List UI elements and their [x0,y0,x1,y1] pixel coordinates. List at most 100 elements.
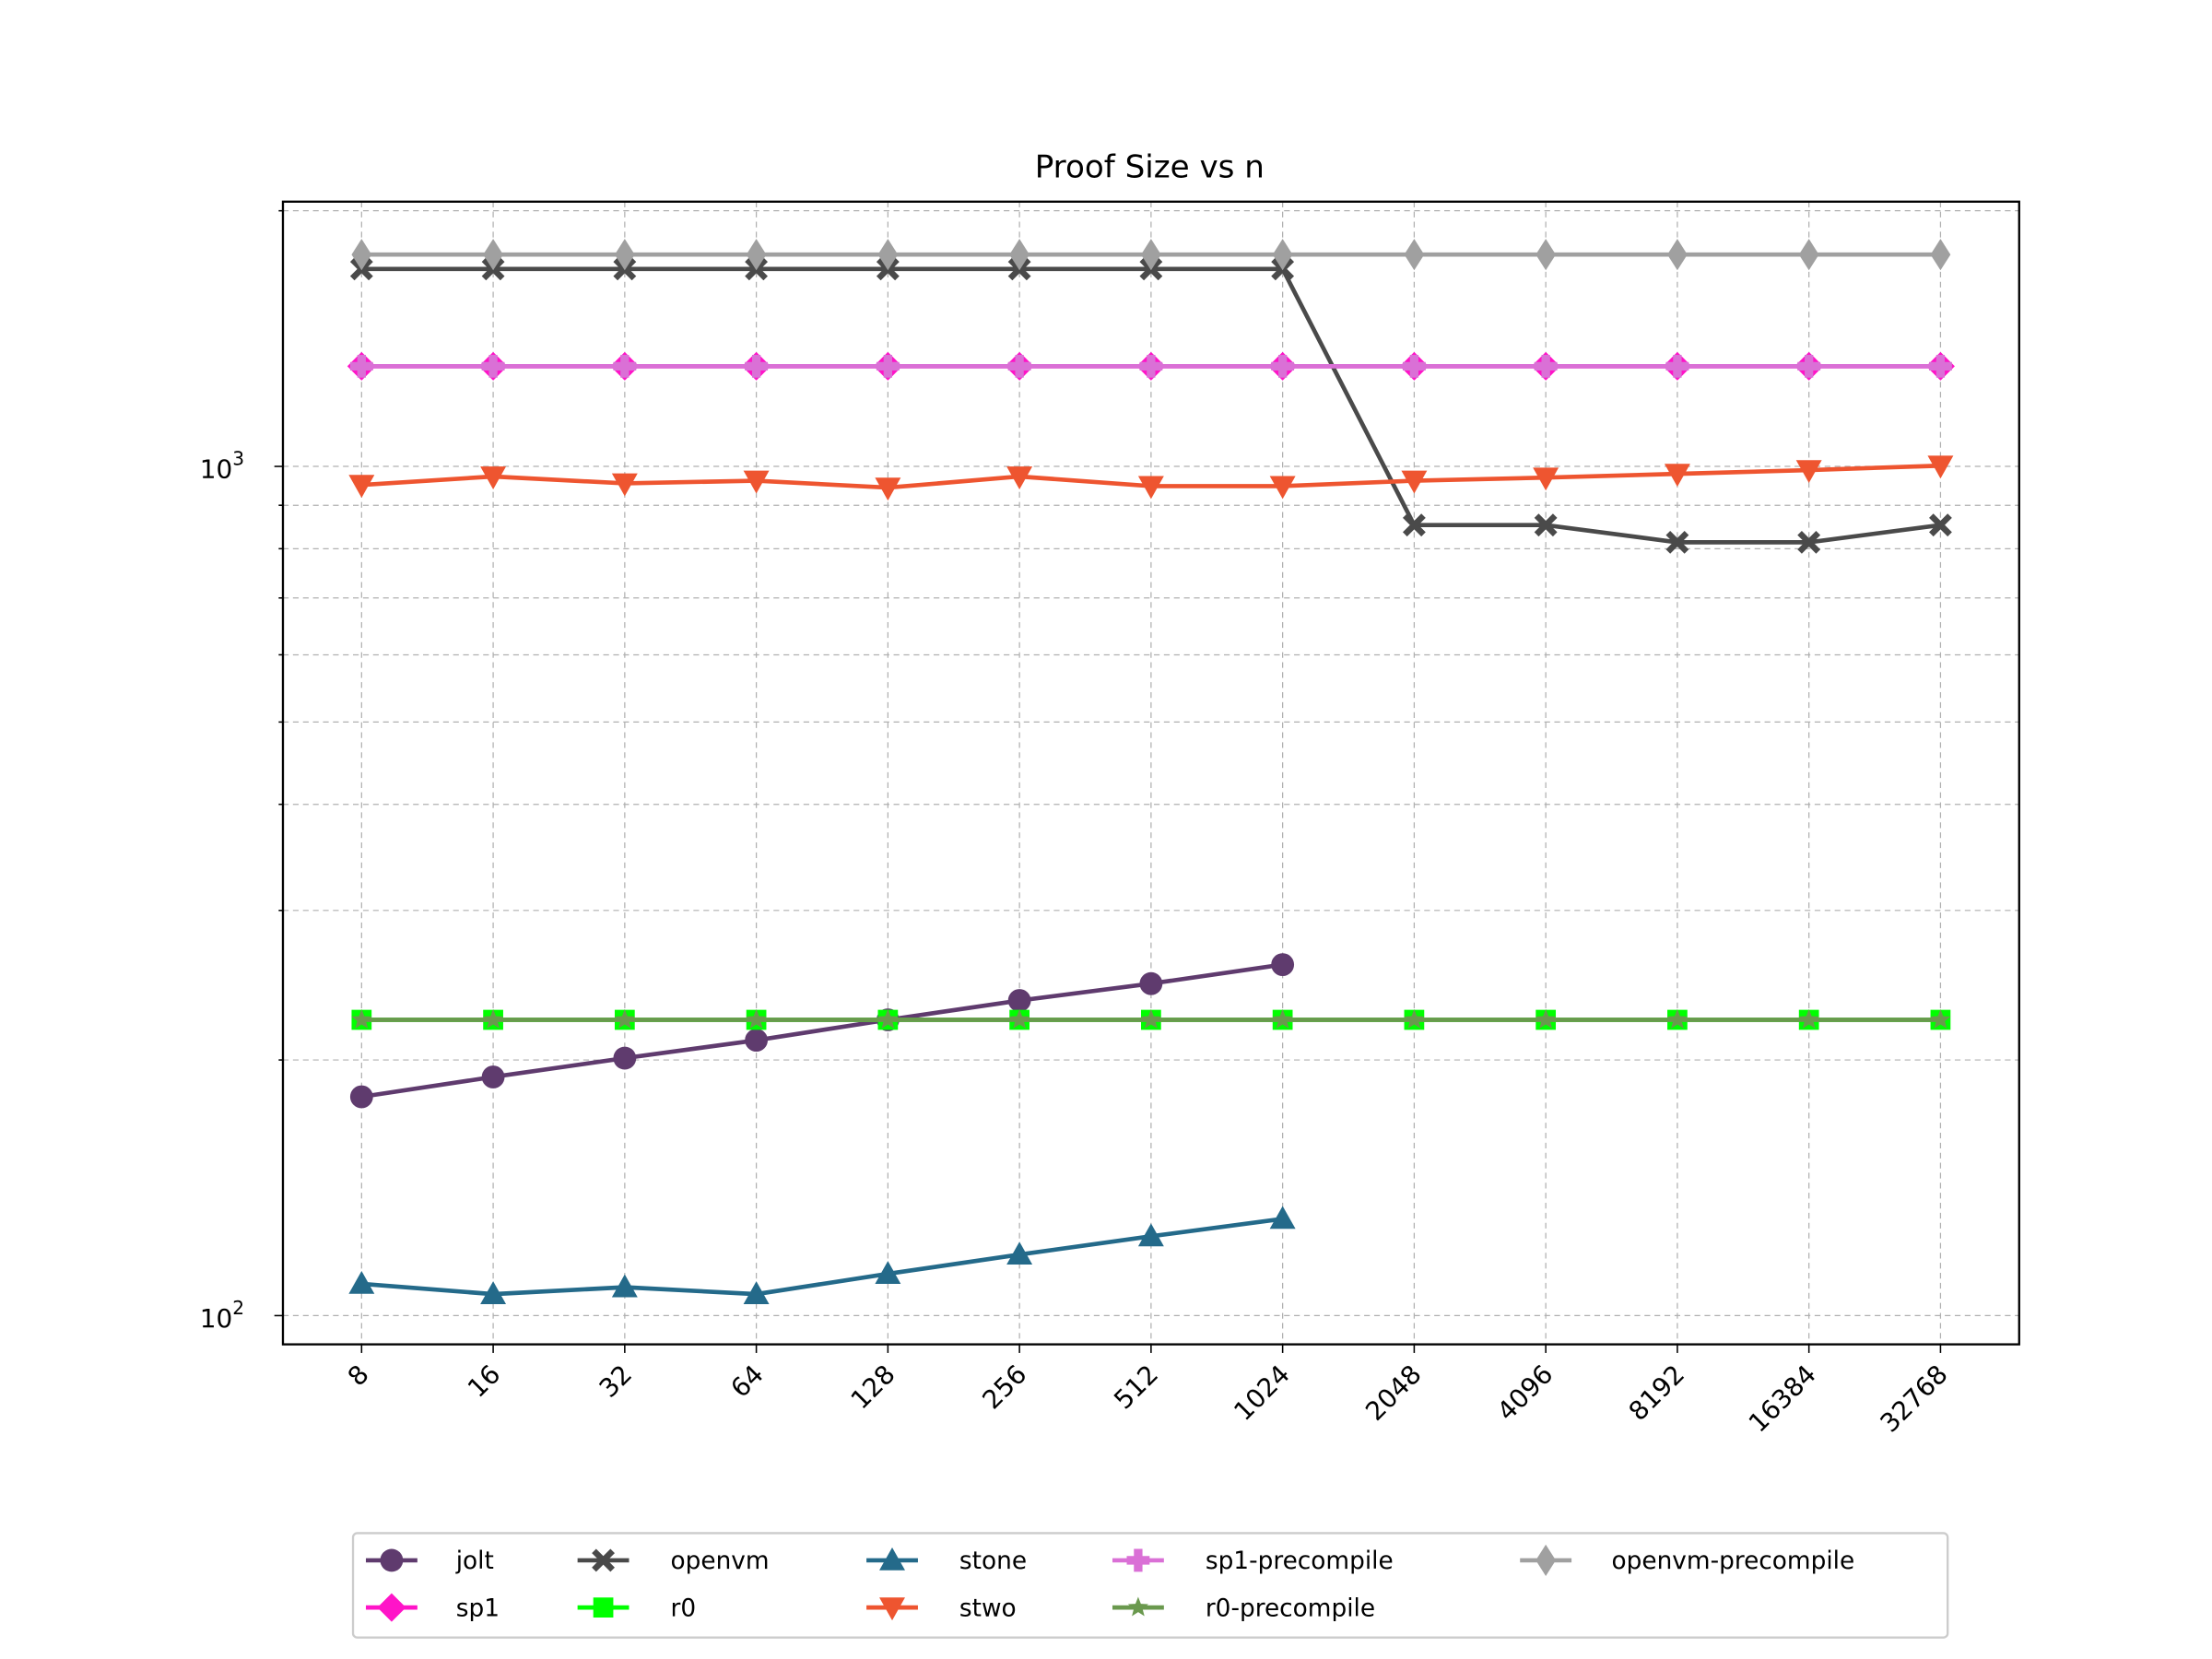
x-tick-label: 64 [724,1359,769,1403]
data-point [1140,1008,1161,1029]
data-point [349,1085,373,1109]
data-point [1272,239,1293,271]
data-point [1930,239,1951,271]
data-point [1137,1223,1164,1247]
data-point [743,470,770,494]
data-point [1139,354,1163,378]
legend-item-sp1-precompile[interactable]: sp1-precompile [1112,1547,1394,1575]
legend-item-jolt[interactable]: jolt [365,1547,494,1575]
data-point [1533,467,1559,491]
data-point [614,1008,635,1029]
data-point [592,1548,615,1572]
legend-label: sp1-precompile [1206,1547,1394,1575]
legend-item-r0-precompile[interactable]: r0-precompile [1112,1594,1375,1622]
data-point [879,1547,905,1571]
series-jolt [349,953,1295,1109]
legend-item-r0[interactable]: r0 [577,1594,696,1622]
legend-label: stone [959,1547,1027,1575]
series-line [360,962,1283,1100]
x-tick-label: 32768 [1875,1359,1954,1438]
data-point [1798,1008,1819,1029]
legend-label: openvm-precompile [1612,1547,1855,1575]
data-point [1534,354,1558,378]
x-tick-label: 512 [1108,1359,1164,1415]
data-point [1404,239,1425,271]
legend-item-openvm[interactable]: openvm [577,1547,770,1575]
data-point [1009,1008,1030,1029]
data-point [1535,1008,1557,1029]
data-point [1139,971,1163,995]
x-tick-label: 16384 [1743,1359,1822,1438]
legend: jolt sp1 openvm r0 stone stwo sp1-precompile r0… [351,1532,1949,1639]
data-point [1927,455,1954,479]
series-stwo [348,455,1954,501]
data-point [1137,476,1164,500]
series-stone [348,1206,1296,1304]
x-tick-label: 8192 [1623,1359,1691,1427]
data-point [348,475,375,499]
legend-label: r0-precompile [1206,1594,1375,1622]
data-point [1929,513,1952,537]
data-point [1126,1548,1150,1572]
x-axis: 8 16 32 64 128 256 512 1024 2048 4096 8192 16384 327… [342,1344,1954,1439]
data-point [483,1008,504,1029]
data-point [875,1261,901,1284]
data-point [1798,239,1819,271]
data-point [1006,1241,1033,1265]
data-point [348,1270,375,1294]
data-point [1665,530,1689,554]
data-point [1667,239,1688,271]
data-point [1271,953,1295,977]
data-point [1664,464,1690,488]
data-point [1797,354,1821,378]
data-point [380,1548,404,1572]
data-point [1009,239,1030,271]
data-point [1535,239,1557,271]
data-point [1402,354,1426,378]
series-line [361,1217,1283,1297]
data-point [1269,476,1296,500]
data-point [877,239,899,271]
legend-item-openvm-precompile[interactable]: openvm-precompile [1520,1544,1855,1576]
data-point [1666,1008,1688,1029]
data-point [1404,1008,1425,1029]
x-tick-label: 1024 [1228,1359,1296,1427]
x-tick-label: 32 [594,1359,638,1403]
data-point [1795,460,1822,484]
data-point [480,466,507,489]
data-point [1007,354,1031,378]
grid [282,201,2019,1345]
data-point [1534,513,1558,537]
data-point [1930,1008,1951,1029]
data-point [1269,1206,1296,1230]
data-point [1402,513,1426,537]
legend-item-stone[interactable]: stone [866,1547,1027,1575]
data-point [1929,354,1952,378]
series-sp1-precompile [349,354,1952,378]
data-point [1797,530,1821,554]
legend-label: sp1 [456,1594,500,1622]
data-point [879,1597,905,1621]
chart-title: Proof Size vs n [1035,148,1265,185]
data-point [377,1593,406,1622]
legend-label: openvm [670,1547,769,1575]
x-tick-label: 8 [342,1359,375,1392]
legend-label: r0 [670,1594,696,1622]
legend-item-stwo[interactable]: stwo [866,1594,1017,1622]
data-point [1271,354,1295,378]
data-point [1006,466,1033,489]
data-point [745,1029,769,1053]
x-tick-label: 128 [845,1359,901,1415]
data-point [613,354,637,378]
y-tick-label: 102 [200,1297,244,1334]
data-point [1127,1596,1148,1617]
data-point [481,354,505,378]
data-point [875,477,901,501]
data-point [1535,1544,1557,1576]
data-point [746,239,767,271]
data-point [349,354,373,378]
series-r0-precompile [351,1008,1951,1029]
legend-item-sp1[interactable]: sp1 [365,1593,500,1623]
legend-label: jolt [455,1547,494,1575]
